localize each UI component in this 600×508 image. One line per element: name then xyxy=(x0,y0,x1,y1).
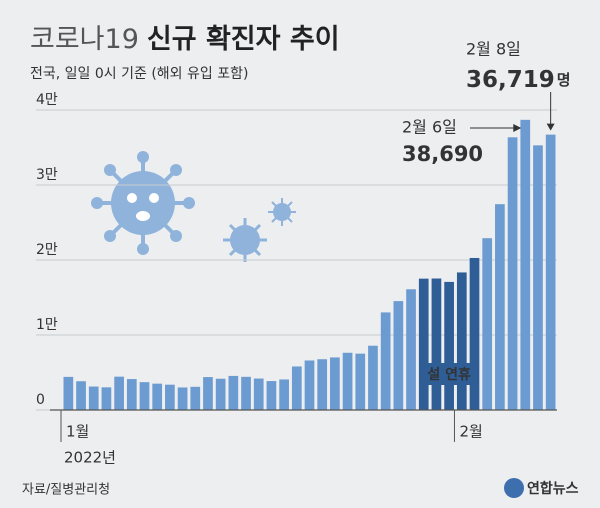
bar xyxy=(368,345,378,410)
bar xyxy=(88,386,99,410)
y-tick-label: 4만 xyxy=(36,92,58,108)
bar xyxy=(291,366,302,410)
source: 자료/질병관리청 xyxy=(22,483,110,498)
y-tick-label: 0 xyxy=(36,392,45,408)
y-tick-label: 3만 xyxy=(36,167,58,183)
x-tick-label: 2월 xyxy=(459,423,482,441)
x-tick-label: 1월 xyxy=(66,423,89,441)
arrow-head xyxy=(513,124,522,132)
y-tick-label: 1만 xyxy=(36,317,58,333)
bar xyxy=(139,382,150,410)
bar xyxy=(495,204,505,410)
bar xyxy=(114,376,124,410)
bar xyxy=(482,238,493,410)
subtitle: 전국, 일일 0시 기준 (해외 유입 포함) xyxy=(30,66,248,82)
bar xyxy=(393,301,404,410)
bar xyxy=(253,378,264,410)
bar xyxy=(279,379,289,410)
bar xyxy=(63,376,74,410)
title-light: 코로나19 xyxy=(30,24,139,55)
arrow-head xyxy=(546,123,555,131)
y-tick-label: 2만 xyxy=(36,242,58,258)
bar xyxy=(469,257,480,410)
highlight-label: 설 연휴 xyxy=(427,367,471,383)
title-bold: 신규 확진자 추이 xyxy=(147,24,340,55)
bar xyxy=(444,281,454,410)
logo: 연합뉴스 xyxy=(527,480,579,497)
bar xyxy=(215,378,226,410)
data-label-unit: 명 xyxy=(557,71,571,89)
highlight-box xyxy=(421,363,478,385)
bar xyxy=(342,352,353,410)
bar xyxy=(545,134,556,411)
bar xyxy=(507,137,518,410)
data-label: 36,719 명 xyxy=(466,67,571,93)
bar xyxy=(418,278,429,410)
bar xyxy=(126,379,137,410)
annotation-date: 2월 6일 xyxy=(402,118,457,137)
bar xyxy=(165,384,175,410)
chart-title: 코로나19 신규 확진자 추이 xyxy=(30,24,340,55)
bar xyxy=(533,145,543,411)
bar xyxy=(431,278,442,410)
bar xyxy=(190,386,201,410)
bar xyxy=(330,357,340,410)
bar xyxy=(380,312,391,410)
bar xyxy=(317,359,328,410)
bar xyxy=(355,353,366,410)
bar xyxy=(406,289,416,410)
bar xyxy=(266,381,277,410)
bar xyxy=(152,383,163,410)
bar xyxy=(304,360,315,410)
bar xyxy=(520,119,531,410)
bar xyxy=(76,381,86,410)
bar xyxy=(241,376,251,410)
virus-icons xyxy=(91,151,296,262)
annotation-date: 2월 8일 xyxy=(466,40,521,59)
data-label: 38,690 xyxy=(402,142,483,166)
x-year-label: 2022년 xyxy=(64,449,116,467)
bar xyxy=(456,272,467,410)
logo-icon xyxy=(504,478,524,498)
bar xyxy=(228,375,239,410)
bar xyxy=(101,387,112,410)
data-label-value: 36,719 xyxy=(466,67,555,93)
bar xyxy=(177,387,188,410)
bar xyxy=(203,377,213,410)
